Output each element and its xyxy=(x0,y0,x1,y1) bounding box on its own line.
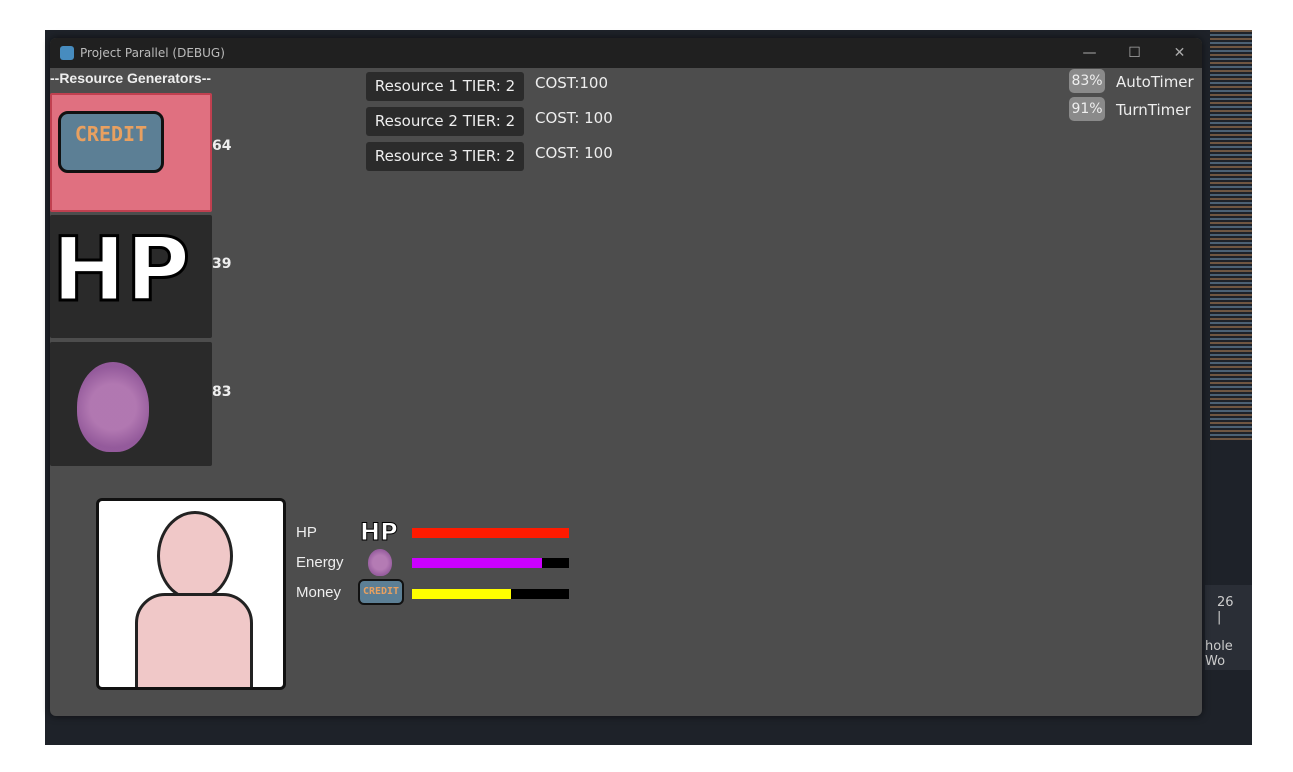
godot-icon xyxy=(60,46,74,60)
generator-count: 83 xyxy=(212,384,232,400)
energy-bar xyxy=(412,558,569,568)
game-window: Project Parallel (DEBUG) — ☐ ✕ --Resourc… xyxy=(50,38,1202,716)
generator-count: 64 xyxy=(212,138,232,154)
upgrade-cost: COST: 100 xyxy=(535,109,613,127)
credit-icon: CREDIT xyxy=(58,111,164,173)
turntimer-progress: 91% xyxy=(1069,97,1105,121)
bar-fill xyxy=(412,528,569,538)
bar-fill xyxy=(412,558,543,568)
upgrade-resource-3-button[interactable]: Resource 3 TIER: 2 xyxy=(366,142,524,171)
upgrade-cost: COST:100 xyxy=(535,74,609,92)
upgrade-resource-2-button[interactable]: Resource 2 TIER: 2 xyxy=(366,107,524,136)
bar-fill xyxy=(412,589,511,599)
generator-count: 39 xyxy=(212,256,232,272)
window-title: Project Parallel (DEBUG) xyxy=(80,46,225,60)
stat-label-money: Money xyxy=(296,584,342,601)
title-bar: Project Parallel (DEBUG) — ☐ ✕ xyxy=(50,38,1202,68)
turntimer-label: TurnTimer xyxy=(1116,101,1191,119)
generator-flame[interactable] xyxy=(50,342,212,466)
generator-credit[interactable]: CREDIT xyxy=(50,93,212,212)
character-portrait xyxy=(96,498,286,690)
maximize-button[interactable]: ☐ xyxy=(1128,45,1141,61)
flame-icon xyxy=(77,362,149,452)
hp-icon: HP xyxy=(360,518,399,546)
generators-heading: --Resource Generators-- xyxy=(50,70,212,86)
stat-label-hp: HP xyxy=(296,524,317,541)
money-bar xyxy=(412,589,569,599)
hp-icon: HP xyxy=(50,217,191,323)
stat-label-energy: Energy xyxy=(296,554,344,571)
credit-icon: CREDIT xyxy=(358,579,404,605)
editor-minimap xyxy=(1210,30,1252,440)
upgrade-cost: COST: 100 xyxy=(535,144,613,162)
hp-bar xyxy=(412,528,569,538)
close-button[interactable]: ✕ xyxy=(1173,45,1186,61)
editor-status: 26 | hole Wo xyxy=(1205,585,1252,670)
autotimer-progress: 83% xyxy=(1069,69,1105,93)
autotimer-label: AutoTimer xyxy=(1116,73,1194,91)
flame-icon xyxy=(368,549,392,576)
upgrade-resource-1-button[interactable]: Resource 1 TIER: 2 xyxy=(366,72,524,101)
generator-hp[interactable]: HP xyxy=(50,215,212,338)
minimize-button[interactable]: — xyxy=(1082,45,1097,61)
